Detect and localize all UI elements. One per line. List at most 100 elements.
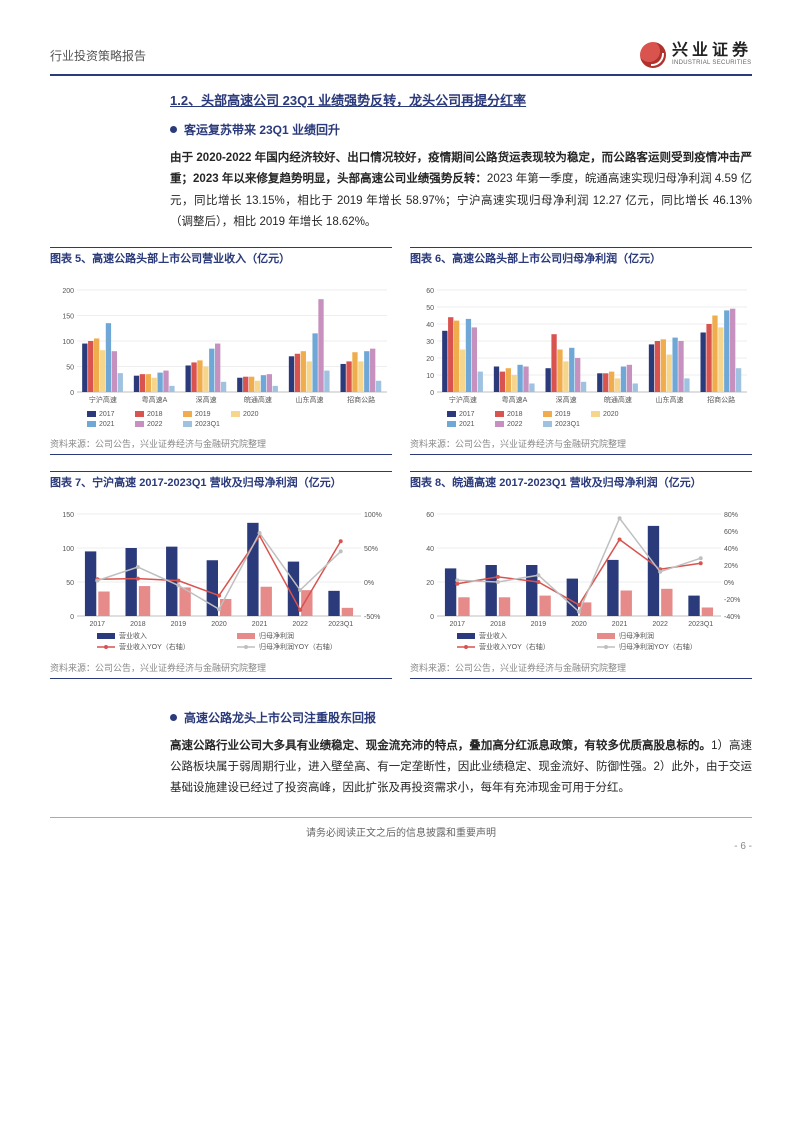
chart-7-svg: 050100150-50%0%50%100%201720182019202020… bbox=[50, 508, 392, 658]
svg-text:皖通高速: 皖通高速 bbox=[244, 395, 272, 404]
bullet-2-text: 高速公路龙头上市公司注重股东回报 bbox=[184, 709, 376, 726]
report-type: 行业投资策略报告 bbox=[50, 47, 146, 64]
svg-text:2023Q1: 2023Q1 bbox=[688, 621, 713, 628]
chart-6-source: 资料来源：公司公告，兴业证券经济与金融研究院整理 bbox=[410, 434, 752, 455]
svg-text:0%: 0% bbox=[364, 580, 374, 587]
svg-text:150: 150 bbox=[62, 512, 74, 519]
svg-text:2019: 2019 bbox=[555, 411, 571, 418]
logo-text: 兴业证券 INDUSTRIAL SECURITIES bbox=[672, 43, 752, 66]
svg-text:营业收入: 营业收入 bbox=[119, 631, 147, 640]
chart-7-source: 资料来源：公司公告，兴业证券经济与金融研究院整理 bbox=[50, 658, 392, 679]
svg-text:2017: 2017 bbox=[99, 411, 115, 418]
svg-text:归母净利润: 归母净利润 bbox=[259, 631, 294, 640]
svg-text:2021: 2021 bbox=[99, 421, 115, 428]
chart-7-block: 图表 7、宁沪高速 2017-2023Q1 营收及归母净利润（亿元） 05010… bbox=[50, 471, 392, 689]
svg-text:2019: 2019 bbox=[171, 621, 187, 628]
svg-text:招商公路: 招商公路 bbox=[347, 395, 375, 404]
svg-text:-40%: -40% bbox=[724, 614, 740, 621]
logo-en: INDUSTRIAL SECURITIES bbox=[672, 60, 752, 66]
svg-text:-20%: -20% bbox=[724, 597, 740, 604]
svg-text:2021: 2021 bbox=[252, 621, 268, 628]
svg-text:归母净利润YOY（右轴）: 归母净利润YOY（右轴） bbox=[619, 642, 697, 651]
svg-text:60%: 60% bbox=[724, 529, 738, 536]
svg-text:2019: 2019 bbox=[531, 621, 547, 628]
svg-text:2020: 2020 bbox=[243, 411, 259, 418]
svg-text:2020: 2020 bbox=[571, 621, 587, 628]
svg-text:40%: 40% bbox=[724, 546, 738, 553]
svg-text:20: 20 bbox=[426, 356, 434, 363]
svg-text:10: 10 bbox=[426, 373, 434, 380]
svg-text:粤高速A: 粤高速A bbox=[502, 395, 528, 404]
svg-text:粤高速A: 粤高速A bbox=[142, 395, 168, 404]
svg-text:2017: 2017 bbox=[89, 621, 105, 628]
paragraph-1: 由于 2020-2022 年国内经济较好、出口情况较好，疫情期间公路货运表现较为… bbox=[170, 148, 752, 233]
svg-text:归母净利润: 归母净利润 bbox=[619, 631, 654, 640]
svg-text:2023Q1: 2023Q1 bbox=[328, 621, 353, 628]
svg-text:30: 30 bbox=[426, 339, 434, 346]
bullet-1: 客运复苏带来 23Q1 业绩回升 bbox=[170, 121, 752, 138]
svg-text:-50%: -50% bbox=[364, 614, 380, 621]
chart-8: 0204060-40%-20%0%20%40%60%80%20172018201… bbox=[410, 508, 752, 658]
svg-text:80%: 80% bbox=[724, 512, 738, 519]
svg-text:2019: 2019 bbox=[195, 411, 211, 418]
bullet-1-text: 客运复苏带来 23Q1 业绩回升 bbox=[184, 121, 340, 138]
svg-text:50: 50 bbox=[426, 305, 434, 312]
svg-text:2021: 2021 bbox=[459, 421, 475, 428]
svg-text:2022: 2022 bbox=[292, 621, 308, 628]
svg-text:2020: 2020 bbox=[603, 411, 619, 418]
svg-text:2022: 2022 bbox=[507, 421, 523, 428]
svg-text:2020: 2020 bbox=[211, 621, 227, 628]
charts-row-2: 图表 7、宁沪高速 2017-2023Q1 营收及归母净利润（亿元） 0 50 10… bbox=[50, 471, 752, 689]
svg-text:2018: 2018 bbox=[147, 411, 163, 418]
svg-text:50: 50 bbox=[66, 580, 74, 587]
svg-text:150: 150 bbox=[62, 313, 74, 320]
chart-6-block: 图表 6、高速公路头部上市公司归母净利润（亿元） 0102030405060宁沪… bbox=[410, 247, 752, 465]
chart-8-svg: 0204060-40%-20%0%20%40%60%80%20172018201… bbox=[410, 508, 752, 658]
chart-6-svg: 0102030405060宁沪高速粤高速A深高速皖通高速山东高速招商公路2017… bbox=[410, 284, 752, 434]
chart-5-source: 资料来源：公司公告，兴业证券经济与金融研究院整理 bbox=[50, 434, 392, 455]
chart-5: 050100150200宁沪高速粤高速A深高速皖通高速山东高速招商公路20172… bbox=[50, 284, 392, 434]
chart-8-block: 图表 8、皖通高速 2017-2023Q1 营收及归母净利润（亿元） 02040… bbox=[410, 471, 752, 689]
section-title: 1.2、头部高速公司 23Q1 业绩强势反转，龙头公司再提分红率 bbox=[170, 90, 752, 109]
svg-text:2023Q1: 2023Q1 bbox=[195, 421, 220, 428]
svg-text:2023Q1: 2023Q1 bbox=[555, 421, 580, 428]
svg-text:营业收入YOY（右轴）: 营业收入YOY（右轴） bbox=[119, 642, 190, 651]
bullet-2: 高速公路龙头上市公司注重股东回报 bbox=[170, 709, 752, 726]
page-number: - 6 - bbox=[50, 841, 752, 852]
svg-text:2018: 2018 bbox=[507, 411, 523, 418]
para2-bold: 高速公路行业公司大多具有业绩稳定、现金流充沛的特点，叠加高分红派息政策，有较多优… bbox=[170, 740, 711, 752]
page: 行业投资策略报告 兴业证券 INDUSTRIAL SECURITIES 1.2、… bbox=[0, 0, 802, 882]
footer-disclaimer: 请务必阅读正文之后的信息披露和重要声明 bbox=[50, 817, 752, 839]
paragraph-2: 高速公路行业公司大多具有业绩稳定、现金流充沛的特点，叠加高分红派息政策，有较多优… bbox=[170, 736, 752, 800]
svg-text:2022: 2022 bbox=[652, 621, 668, 628]
chart-7-title: 图表 7、宁沪高速 2017-2023Q1 营收及归母净利润（亿元） bbox=[50, 471, 392, 502]
svg-text:归母净利润YOY（右轴）: 归母净利润YOY（右轴） bbox=[259, 642, 337, 651]
page-header: 行业投资策略报告 兴业证券 INDUSTRIAL SECURITIES bbox=[50, 42, 752, 76]
svg-text:100%: 100% bbox=[364, 512, 382, 519]
svg-text:20: 20 bbox=[426, 580, 434, 587]
svg-text:60: 60 bbox=[426, 288, 434, 295]
svg-text:山东高速: 山东高速 bbox=[296, 395, 324, 404]
chart-8-source: 资料来源：公司公告，兴业证券经济与金融研究院整理 bbox=[410, 658, 752, 679]
svg-text:2017: 2017 bbox=[449, 621, 465, 628]
svg-text:20%: 20% bbox=[724, 563, 738, 570]
chart-5-svg: 050100150200宁沪高速粤高速A深高速皖通高速山东高速招商公路20172… bbox=[50, 284, 392, 434]
svg-text:营业收入YOY（右轴）: 营业收入YOY（右轴） bbox=[479, 642, 550, 651]
logo-cn: 兴业证券 bbox=[672, 43, 752, 60]
svg-text:0: 0 bbox=[430, 614, 434, 621]
svg-text:40: 40 bbox=[426, 322, 434, 329]
svg-text:0%: 0% bbox=[724, 580, 734, 587]
svg-text:皖通高速: 皖通高速 bbox=[604, 395, 632, 404]
chart-6-title: 图表 6、高速公路头部上市公司归母净利润（亿元） bbox=[410, 247, 752, 278]
svg-text:宁沪高速: 宁沪高速 bbox=[449, 395, 477, 404]
chart-5-block: 图表 5、高速公路头部上市公司营业收入（亿元） 050100150200宁沪高速… bbox=[50, 247, 392, 465]
svg-text:深高速: 深高速 bbox=[196, 395, 217, 404]
svg-text:100: 100 bbox=[62, 546, 74, 553]
svg-text:100: 100 bbox=[62, 339, 74, 346]
svg-text:2018: 2018 bbox=[490, 621, 506, 628]
svg-text:60: 60 bbox=[426, 512, 434, 519]
charts-row-1: 图表 5、高速公路头部上市公司营业收入（亿元） 050100150200宁沪高速… bbox=[50, 247, 752, 465]
brand-logo: 兴业证券 INDUSTRIAL SECURITIES bbox=[640, 42, 752, 68]
svg-text:山东高速: 山东高速 bbox=[656, 395, 684, 404]
chart-7: 050100150-50%0%50%100%201720182019202020… bbox=[50, 508, 392, 658]
